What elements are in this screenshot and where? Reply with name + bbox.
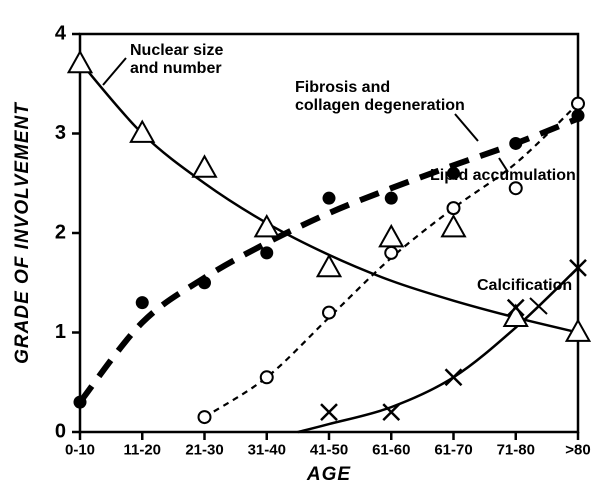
open-circle-marker	[261, 371, 273, 383]
y-tick-label: 3	[55, 122, 66, 144]
series-label: Fibrosis and	[295, 79, 390, 96]
series-label: Calcification	[477, 277, 572, 294]
y-tick-label: 1	[55, 321, 66, 343]
x-tick-label: 31-40	[248, 441, 286, 458]
series-label: collagen degeneration	[295, 97, 465, 114]
x-tick-label: 41-50	[310, 441, 348, 458]
open-circle-marker	[323, 307, 335, 319]
x-axis-title: AGE	[306, 464, 352, 485]
chart-container: 0 1 2 3 4 0-10 11-20 21-30 31-40 41-50 61-60 61-70 7…	[0, 0, 612, 502]
open-circle-marker	[448, 202, 460, 214]
x-tick-label: 61-60	[372, 441, 410, 458]
y-tick-label: 2	[55, 221, 66, 243]
open-circle-marker	[385, 247, 397, 259]
filled-circle-marker	[198, 276, 211, 289]
open-circle-marker	[510, 182, 522, 194]
open-circle-marker	[199, 411, 211, 423]
filled-circle-marker	[572, 109, 585, 122]
x-tick-label: 61-70	[434, 441, 472, 458]
label-pointer	[455, 114, 478, 141]
series-label: and number	[130, 60, 222, 77]
filled-circle-marker	[260, 246, 273, 259]
x-tick-label: 71-80	[497, 441, 535, 458]
open-circle-marker	[572, 98, 584, 110]
series-label: Nuclear size	[130, 42, 223, 59]
label-pointer	[103, 58, 126, 85]
series-line	[205, 104, 579, 417]
triangle-marker	[380, 226, 403, 246]
y-axis-title: GRADE OF INVOLVEMENT	[12, 102, 33, 364]
triangle-marker	[69, 52, 92, 72]
filled-circle-marker	[509, 137, 522, 150]
filled-circle-marker	[385, 192, 398, 205]
x-tick-label: >80	[565, 441, 590, 458]
filled-circle-marker	[136, 296, 149, 309]
filled-circle-marker	[323, 192, 336, 205]
triangle-marker	[193, 156, 216, 176]
x-tick-label: 21-30	[185, 441, 223, 458]
series-label: Lipid accumulation	[430, 167, 576, 184]
x-tick-label: 11-20	[123, 441, 161, 458]
filled-circle-marker	[74, 396, 87, 409]
x-tick-label: 0-10	[65, 441, 95, 458]
triangle-marker	[442, 216, 465, 236]
y-tick-label: 0	[55, 420, 66, 442]
chart-svg: 0 1 2 3 4 0-10 11-20 21-30 31-40 41-50 61-60 61-70 7…	[0, 0, 612, 502]
y-tick-label: 4	[55, 22, 67, 44]
